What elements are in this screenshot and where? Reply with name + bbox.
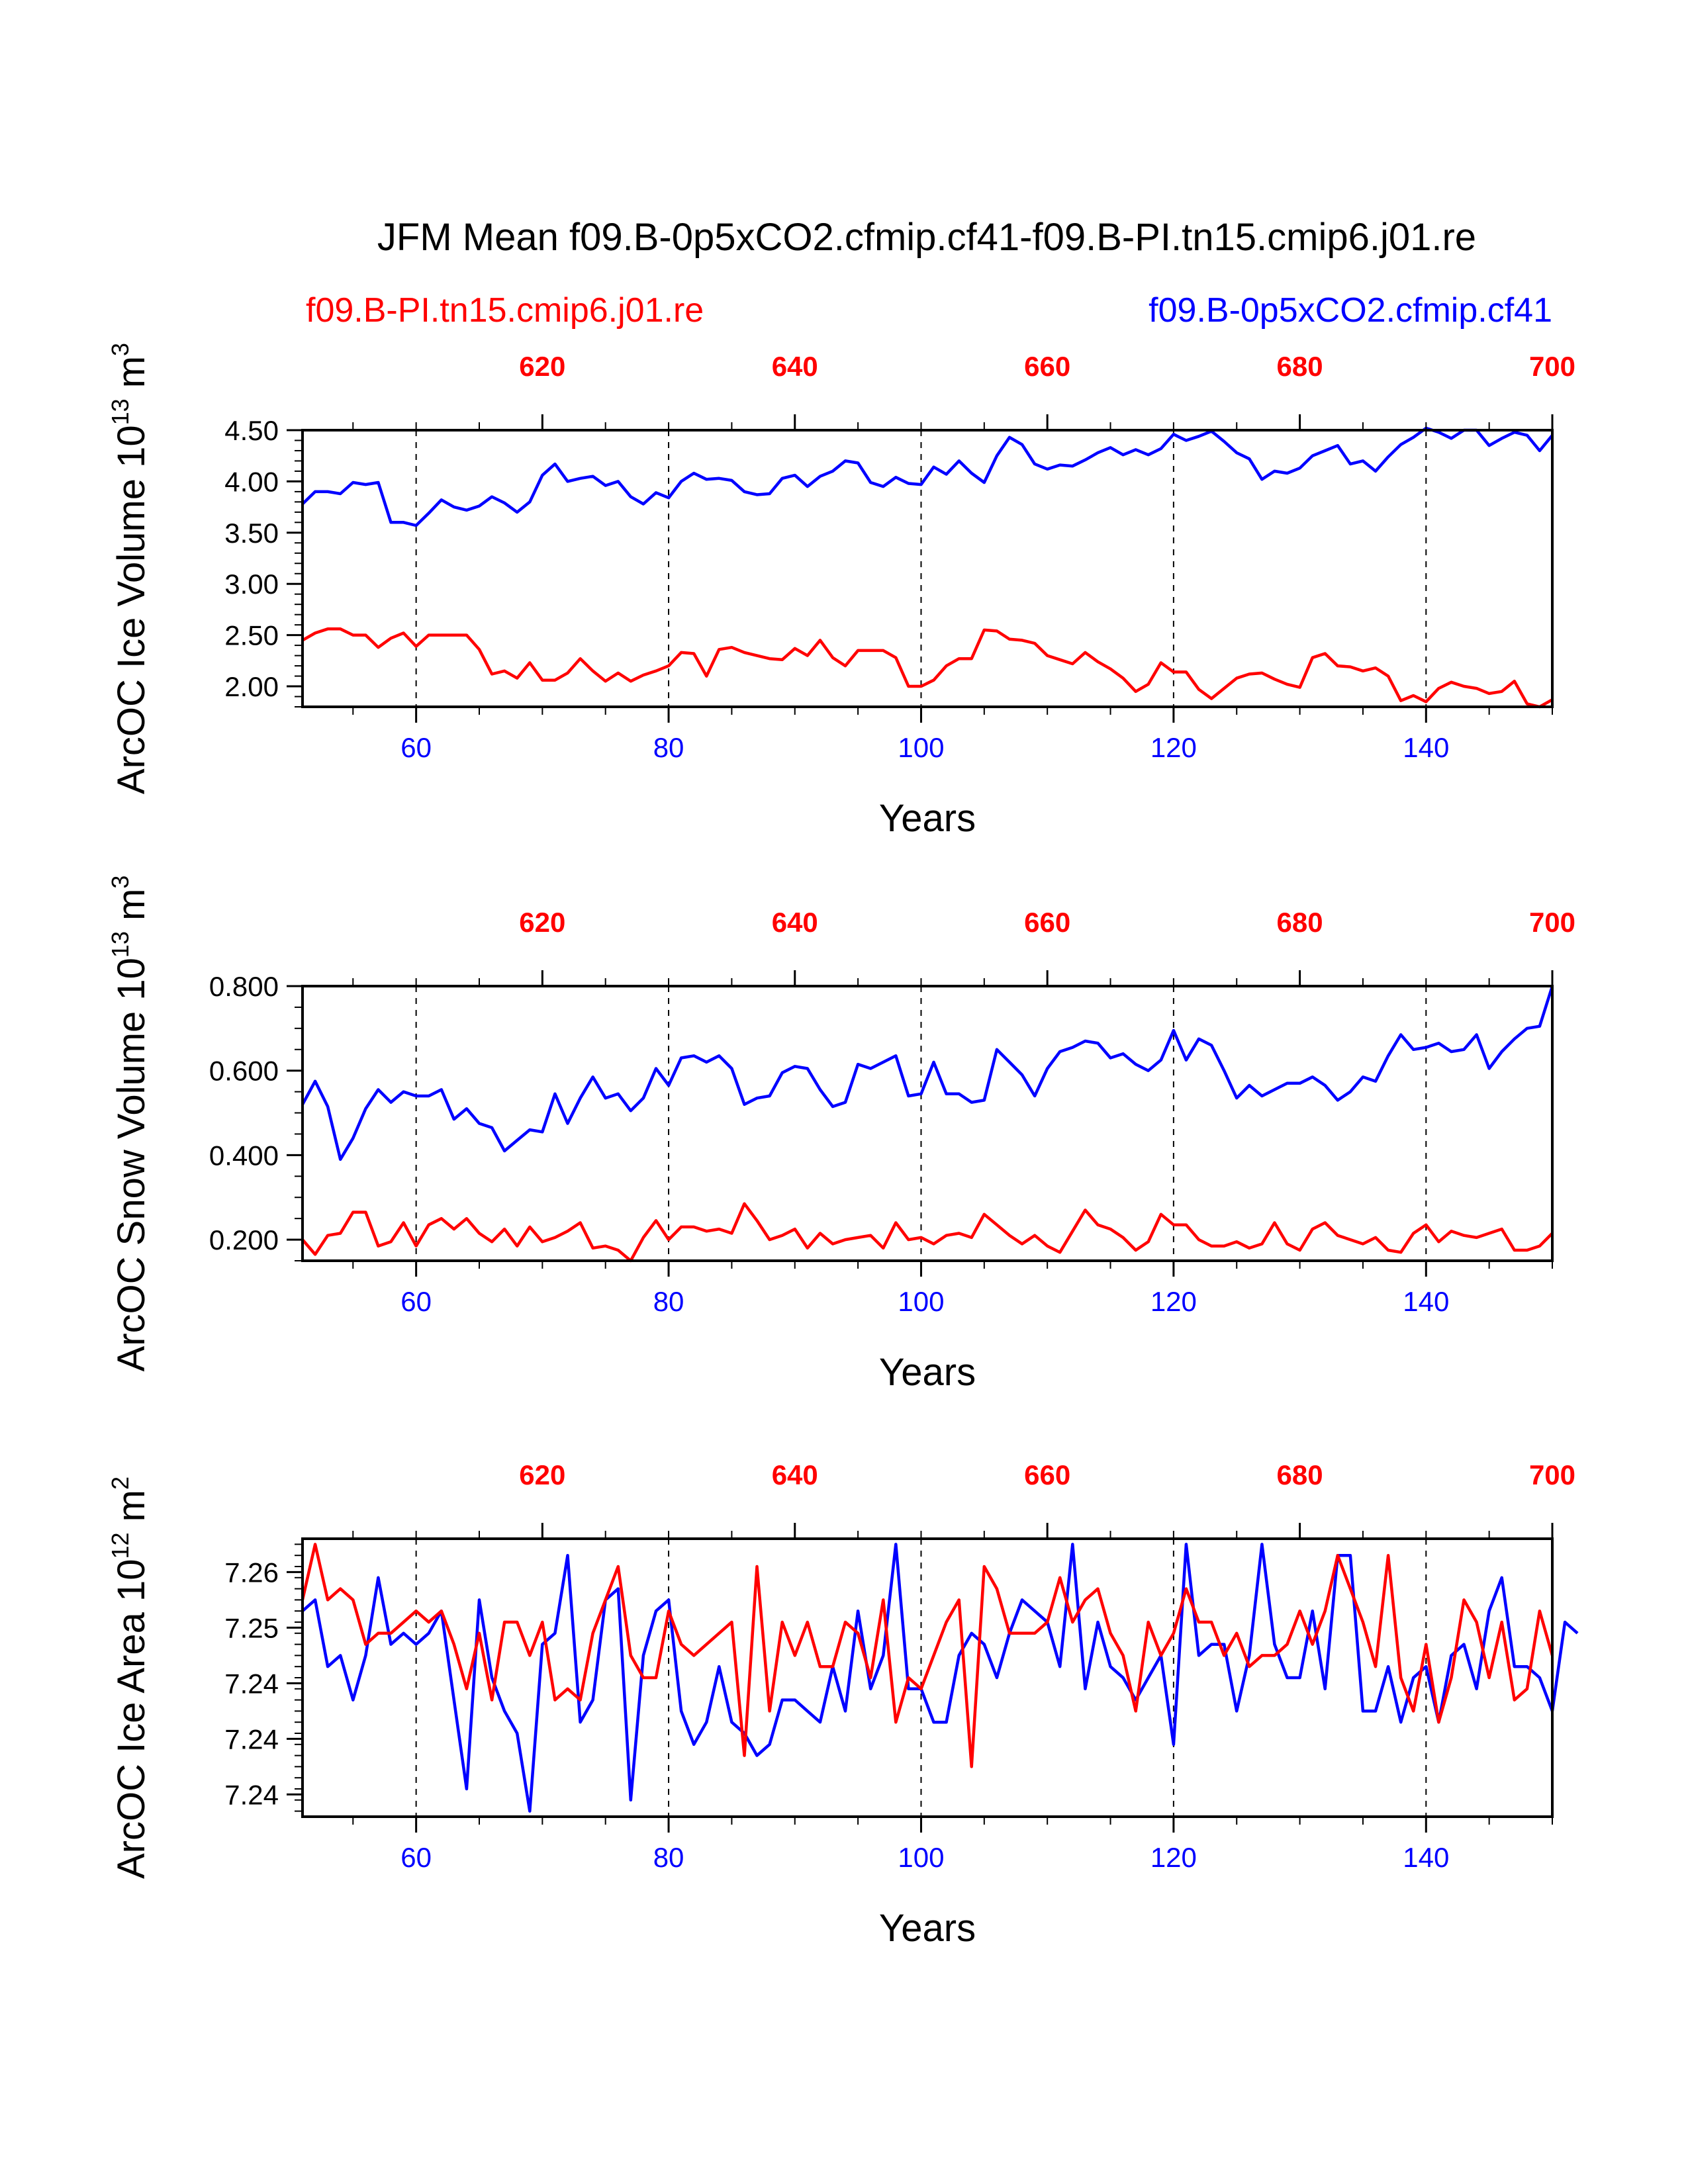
xtick-label: 60 bbox=[400, 1842, 432, 1873]
xaxis-title: Years bbox=[879, 797, 976, 840]
xtick-label: 120 bbox=[1150, 1842, 1197, 1873]
top-tick-label: 700 bbox=[1529, 351, 1575, 382]
top-tick-label: 680 bbox=[1277, 351, 1323, 382]
xtick-label: 60 bbox=[400, 1286, 432, 1317]
ytick-label: 7.24 bbox=[224, 1668, 279, 1699]
series-line-red bbox=[301, 627, 1554, 709]
ytick-label: 0.200 bbox=[209, 1224, 279, 1255]
xtick-label: 120 bbox=[1150, 1286, 1197, 1317]
ytick-label: 7.24 bbox=[224, 1779, 279, 1810]
series-line-red bbox=[301, 1202, 1554, 1263]
ytick-label: 2.00 bbox=[224, 671, 279, 702]
xtick-label: 140 bbox=[1403, 1286, 1449, 1317]
yaxis-title: ArcOC Ice Area 1012 m2 bbox=[107, 1477, 153, 1879]
yaxis-title: ArcOC Snow Volume 1013 m3 bbox=[107, 876, 153, 1372]
top-tick-label: 640 bbox=[772, 907, 818, 938]
ytick-label: 7.26 bbox=[224, 1557, 279, 1588]
xtick-label: 140 bbox=[1403, 1842, 1449, 1873]
top-tick-label: 620 bbox=[519, 1459, 565, 1490]
ytick-label: 0.800 bbox=[209, 971, 279, 1002]
top-tick-label: 700 bbox=[1529, 907, 1575, 938]
ytick-label: 7.25 bbox=[224, 1612, 279, 1643]
ytick-label: 4.00 bbox=[224, 466, 279, 497]
ytick-label: 3.50 bbox=[224, 518, 279, 549]
top-tick-label: 620 bbox=[519, 351, 565, 382]
panel-2: 0.200 0.400 0.600 0.800 60 80 100 120 140 620 640 6… bbox=[107, 876, 1575, 1394]
series-line-blue bbox=[301, 985, 1554, 1161]
plot-frame bbox=[301, 429, 1554, 708]
panel-3: 7.24 7.24 7.24 7.25 7.26 60 80 100 120 140 620 640 6… bbox=[107, 1459, 1579, 1950]
top-tick-label: 680 bbox=[1277, 1459, 1323, 1490]
plot-frame bbox=[301, 985, 1554, 1262]
xtick-label: 80 bbox=[653, 732, 684, 763]
top-tick-label: 660 bbox=[1024, 1459, 1070, 1490]
top-tick-label: 640 bbox=[772, 1459, 818, 1490]
panel-1: 2.00 2.50 3.00 3.50 4.00 4.50 60 80 100 120 140 620… bbox=[107, 343, 1575, 840]
series-line-blue bbox=[301, 1543, 1579, 1813]
ytick-label: 0.600 bbox=[209, 1056, 279, 1087]
xtick-label: 140 bbox=[1403, 732, 1449, 763]
xaxis-title: Years bbox=[879, 1351, 976, 1394]
top-tick-label: 660 bbox=[1024, 351, 1070, 382]
legend-label-blue: f09.B-0p5xCO2.cfmip.cf41 bbox=[1149, 291, 1552, 330]
yaxis-title: ArcOC Ice Volume 1013 m3 bbox=[107, 343, 153, 794]
ytick-label: 2.50 bbox=[224, 620, 279, 651]
xtick-label: 100 bbox=[898, 732, 944, 763]
xtick-label: 100 bbox=[898, 1286, 944, 1317]
ytick-label: 0.400 bbox=[209, 1140, 279, 1171]
ytick-label: 4.50 bbox=[224, 415, 279, 446]
xaxis-title: Years bbox=[879, 1907, 976, 1950]
top-tick-label: 660 bbox=[1024, 907, 1070, 938]
chart-title: JFM Mean f09.B-0p5xCO2.cfmip.cf41-f09.B-… bbox=[377, 216, 1476, 259]
xtick-label: 80 bbox=[653, 1842, 684, 1873]
top-tick-label: 640 bbox=[772, 351, 818, 382]
ytick-label: 3.00 bbox=[224, 569, 279, 600]
legend-label-red: f09.B-PI.tn15.cmip6.j01.re bbox=[306, 291, 704, 330]
xtick-label: 60 bbox=[400, 732, 432, 763]
xtick-label: 120 bbox=[1150, 732, 1197, 763]
top-tick-label: 680 bbox=[1277, 907, 1323, 938]
xtick-label: 80 bbox=[653, 1286, 684, 1317]
series-line-red bbox=[301, 1543, 1554, 1768]
series-line-blue bbox=[301, 426, 1554, 527]
ytick-label: 7.24 bbox=[224, 1723, 279, 1754]
xtick-label: 100 bbox=[898, 1842, 944, 1873]
top-tick-label: 700 bbox=[1529, 1459, 1575, 1490]
top-tick-label: 620 bbox=[519, 907, 565, 938]
